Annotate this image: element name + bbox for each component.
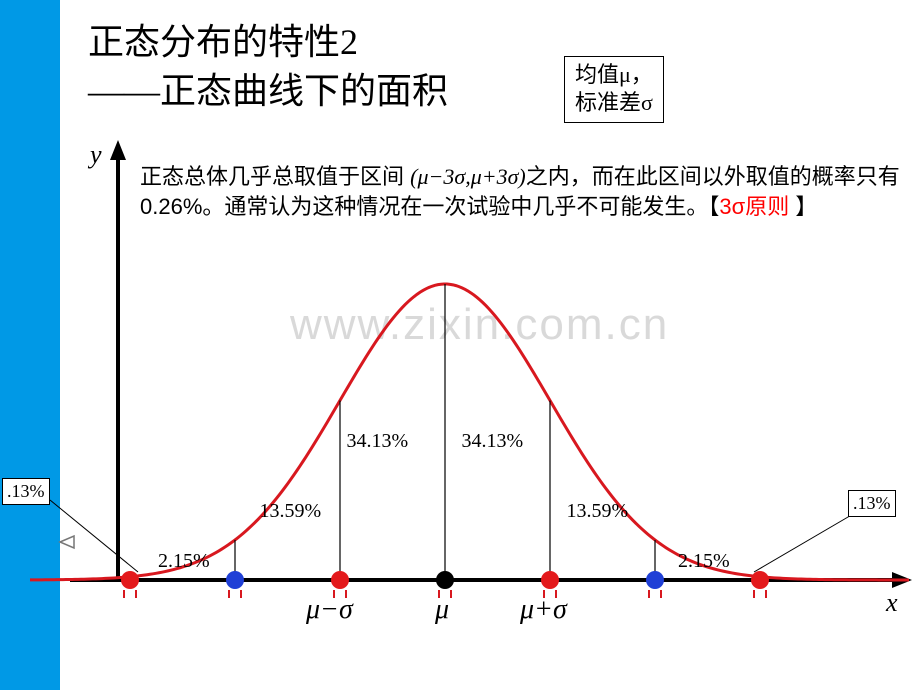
sigma-dots (121, 571, 769, 589)
title-line-1: 正态分布的特性2 (88, 18, 448, 67)
pct-tail-left: .13% (2, 478, 50, 505)
tick-mu-plus-sigma: μ+σ (520, 594, 567, 626)
desc-rule: 3σ原则 (719, 194, 789, 219)
slide-title: 正态分布的特性2 ——正态曲线下的面积 (88, 18, 448, 115)
x-axis-label: x (886, 588, 898, 618)
sidebar-stripe (0, 0, 60, 690)
description-text: 正态总体几乎总取值于区间 (μ−3σ,μ+3σ)之内，而在此区间以外取值的概率只… (140, 162, 900, 221)
pct-mid-right: 13.59% (567, 500, 629, 523)
x-axis-arrow (892, 572, 912, 588)
legend-std: 标准差σ (575, 89, 653, 117)
pct-center-left: 34.13% (347, 430, 409, 453)
pct-mid-left: 13.59% (260, 500, 322, 523)
pct-outer-left: 2.15% (158, 550, 210, 573)
desc-post: 】 (789, 194, 817, 219)
pct-tail-right: .13% (848, 490, 896, 517)
legend-mean: 均值μ， (575, 61, 653, 89)
tick-mu-minus-sigma: μ−σ (306, 594, 353, 626)
left-arrow-marker (60, 536, 74, 548)
desc-pre: 正态总体几乎总取值于区间 (140, 164, 410, 189)
y-axis-arrow (110, 140, 126, 160)
pct-center-right: 34.13% (462, 430, 524, 453)
y-axis-label: y (90, 140, 102, 170)
parameter-legend: 均值μ， 标准差σ (564, 56, 664, 123)
watermark-text: www.zixin.com.cn (290, 300, 669, 350)
pct-outer-right: 2.15% (678, 550, 730, 573)
title-line-2: ——正态曲线下的面积 (88, 67, 448, 116)
desc-interval: (μ−3σ,μ+3σ) (410, 164, 526, 189)
tick-mu: μ (435, 594, 449, 626)
